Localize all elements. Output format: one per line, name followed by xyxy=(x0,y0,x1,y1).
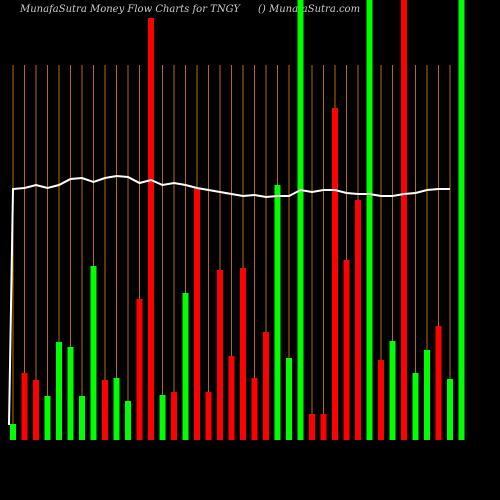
chart-subtitle: () MunafaSutra.com xyxy=(258,4,360,15)
bar xyxy=(320,414,327,440)
bar xyxy=(205,392,212,440)
bar xyxy=(171,392,177,440)
bar xyxy=(401,0,407,440)
bar xyxy=(274,185,281,440)
bar xyxy=(297,0,304,440)
bar xyxy=(343,260,350,440)
bar xyxy=(217,270,223,440)
bar xyxy=(159,395,166,440)
bar xyxy=(389,341,396,440)
bar xyxy=(44,396,51,440)
bar xyxy=(355,200,361,440)
bar xyxy=(263,332,269,440)
bar xyxy=(182,293,189,440)
bar xyxy=(194,188,200,440)
bar xyxy=(10,424,16,440)
bar xyxy=(113,378,120,440)
bar xyxy=(148,18,154,440)
bar xyxy=(102,380,108,440)
bar xyxy=(366,0,373,440)
bar xyxy=(125,401,131,440)
bar xyxy=(424,350,430,440)
bar xyxy=(228,356,235,440)
bar xyxy=(21,373,28,440)
bar xyxy=(458,0,465,440)
bar xyxy=(33,380,39,440)
bar xyxy=(332,108,338,440)
bar xyxy=(309,414,315,440)
bar xyxy=(412,373,419,440)
chart-title: MunafaSutra Money Flow Charts for TNGY xyxy=(19,4,241,15)
bar xyxy=(286,358,292,440)
bar xyxy=(240,268,246,440)
bar xyxy=(447,379,453,440)
flow-line xyxy=(8,174,450,426)
bar xyxy=(90,266,97,440)
bar xyxy=(67,347,74,440)
bar xyxy=(56,342,62,440)
bar xyxy=(251,378,258,440)
bar xyxy=(378,360,384,440)
bar xyxy=(136,299,143,440)
bar xyxy=(79,396,85,440)
bar xyxy=(435,326,442,440)
